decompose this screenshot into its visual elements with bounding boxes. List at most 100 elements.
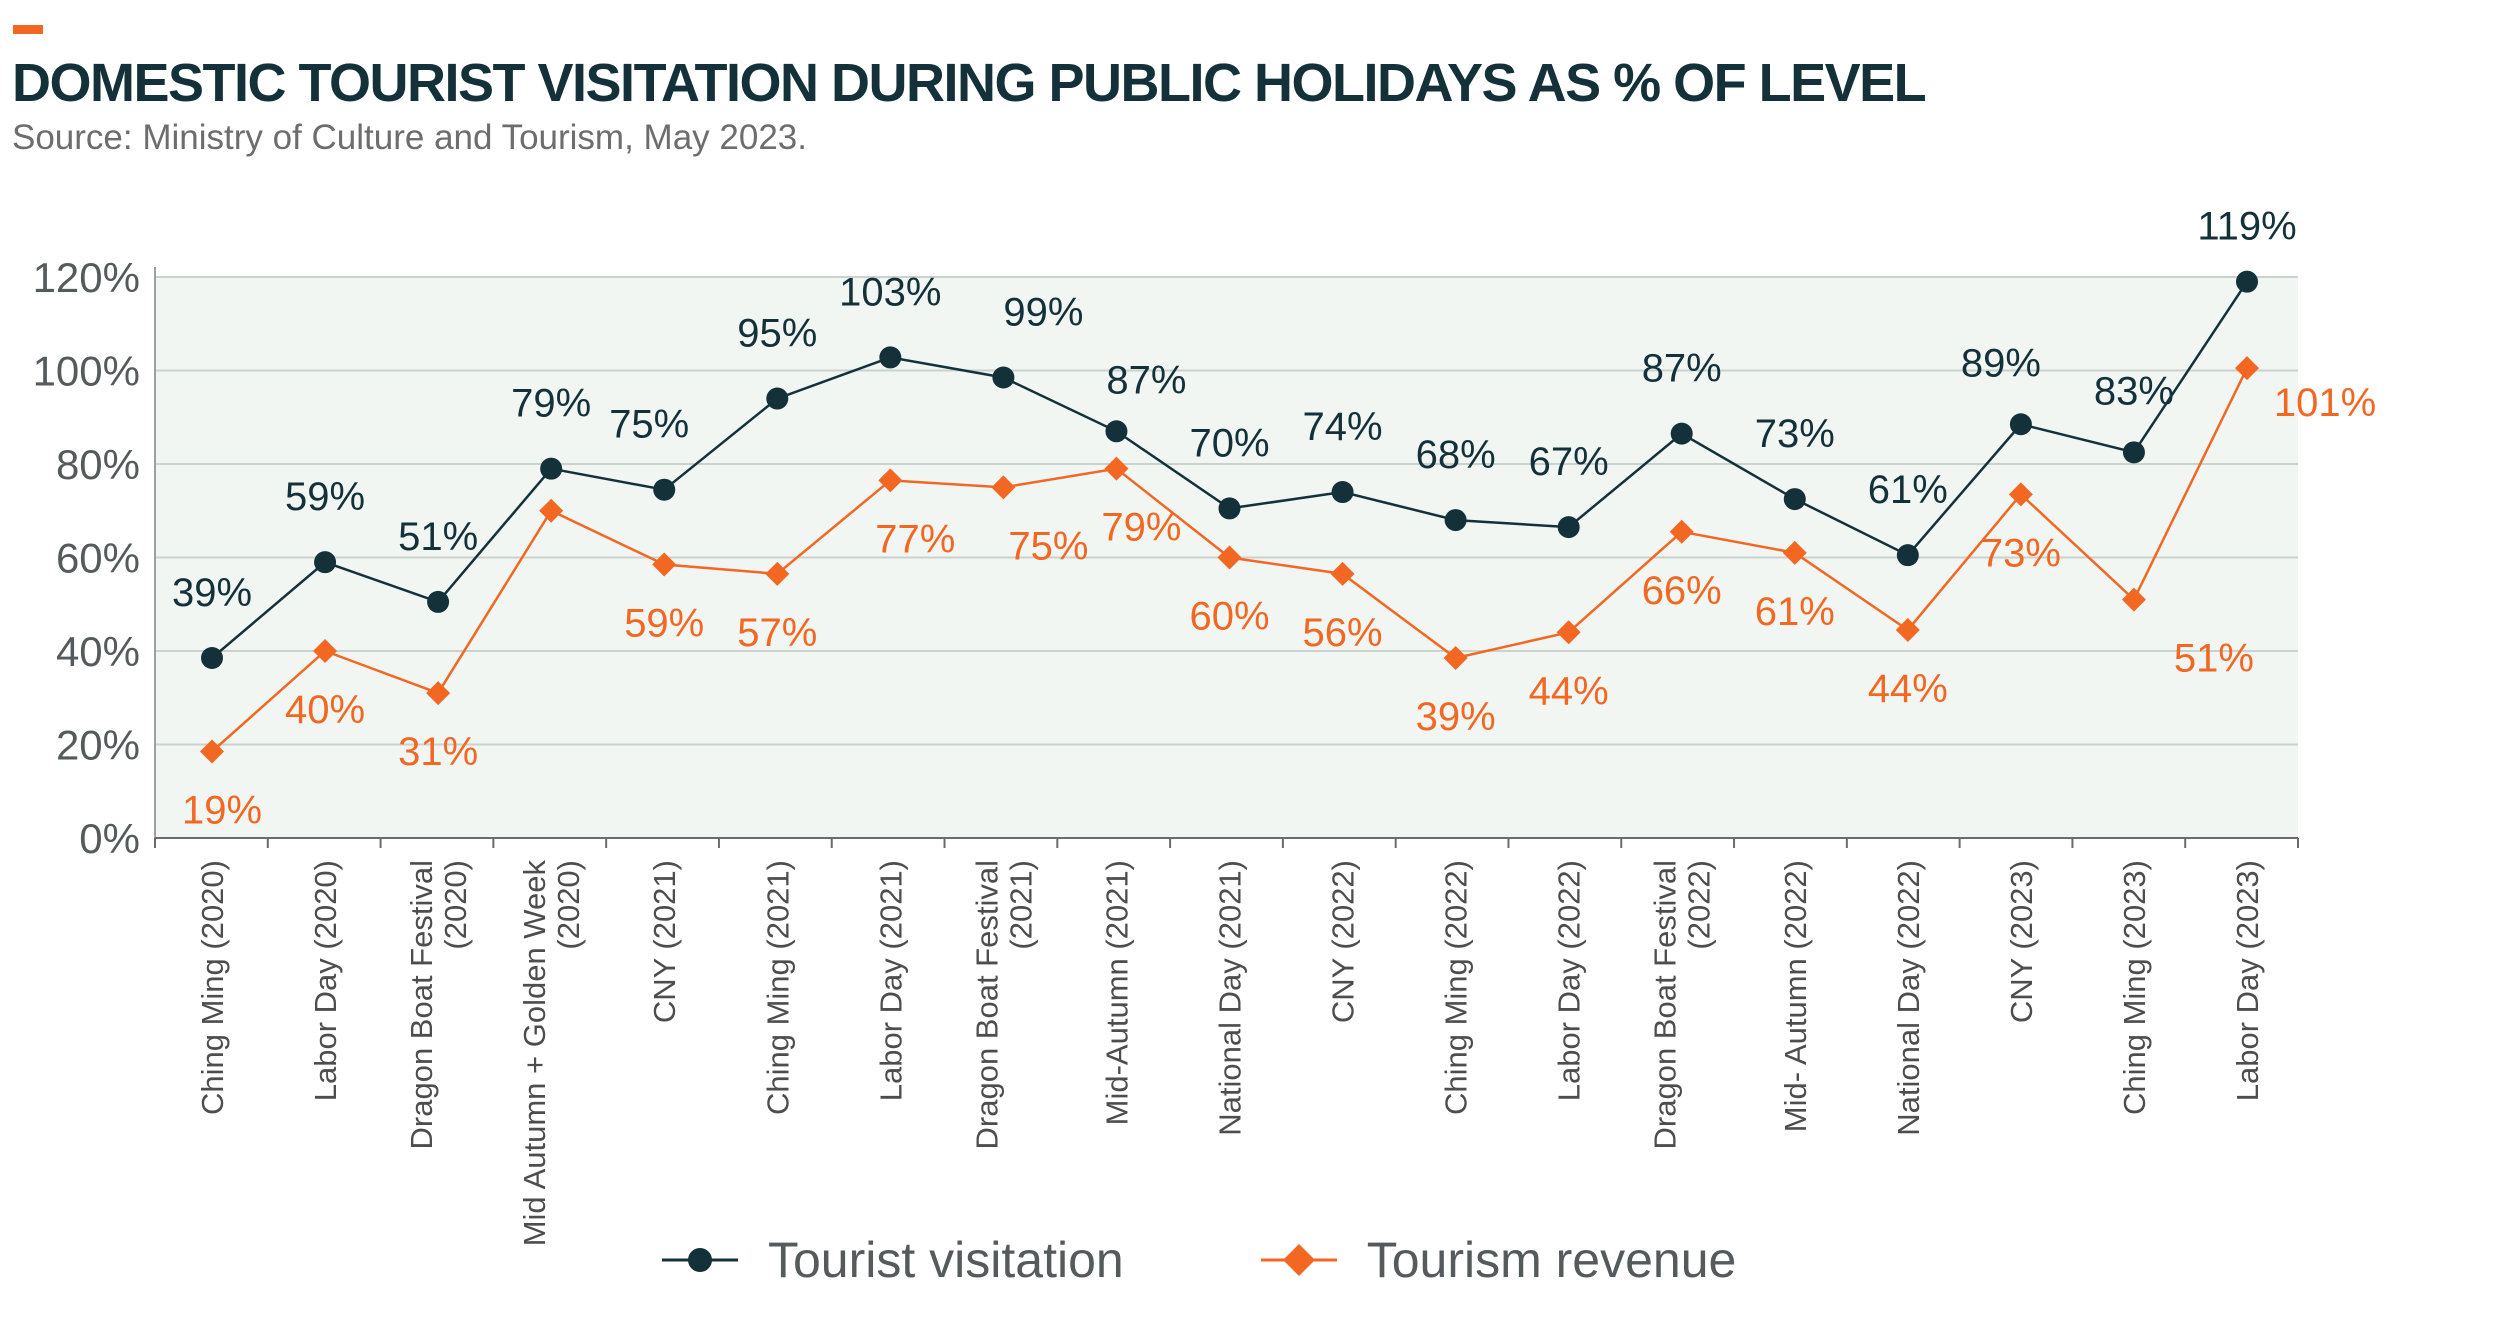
revenue-data-label: 101%: [2274, 381, 2376, 425]
revenue-data-label: 59%: [624, 602, 704, 646]
revenue-point: [1895, 617, 1920, 642]
visitation-data-label: 39%: [172, 571, 252, 615]
x-tick-label: Ching Ming (2021): [760, 860, 795, 1115]
legend-label-visitation: Tourist visitation: [768, 1232, 1124, 1288]
revenue-point: [2121, 587, 2146, 612]
x-tick-label: Mid-Autumn (2021): [1099, 860, 1134, 1125]
revenue-point: [539, 498, 564, 523]
revenue-point: [313, 639, 338, 663]
revenue-point: [1443, 646, 1468, 671]
revenue-point: [1669, 519, 1694, 544]
visitation-data-label: 89%: [1961, 341, 2041, 385]
visitation-data-label: 74%: [1303, 405, 1383, 449]
revenue-data-label: 44%: [1868, 667, 1948, 711]
visitation-point: [2122, 441, 2145, 464]
revenue-data-label: 19%: [182, 789, 262, 833]
revenue-data-label: 40%: [285, 688, 365, 732]
revenue-data-label: 66%: [1642, 569, 1722, 613]
visitation-data-label: 103%: [839, 270, 941, 314]
revenue-point: [2235, 356, 2259, 381]
visitation-data-label: 67%: [1529, 440, 1609, 484]
visitation-point: [540, 457, 563, 480]
x-tick-label: Mid- Autumn (2022): [1778, 860, 1813, 1132]
revenue-point: [1556, 620, 1581, 645]
y-tick-label: 0%: [79, 815, 140, 862]
x-tick-label: Dragon Boat Festival: [969, 860, 1004, 1149]
y-tick-label: 100%: [33, 348, 140, 395]
x-tick-label: National Day (2022): [1891, 860, 1926, 1136]
visitation-point: [1444, 509, 1467, 532]
revenue-data-label: 44%: [1529, 669, 1609, 713]
visitation-data-label: 70%: [1189, 421, 1269, 465]
revenue-point: [765, 561, 790, 586]
revenue-point: [878, 468, 903, 493]
revenue-point: [1104, 456, 1129, 481]
x-tick-label: Labor Day (2021): [873, 860, 908, 1101]
visitation-data-label: 61%: [1868, 468, 1948, 512]
visitation-data-label: 51%: [398, 515, 478, 559]
y-tick-label: 60%: [56, 535, 140, 582]
x-tick-label: (2020): [438, 860, 473, 950]
visitation-data-label: 95%: [737, 312, 817, 356]
visitation-point: [1218, 497, 1241, 520]
legend-label-revenue: Tourism revenue: [1366, 1232, 1737, 1288]
revenue-point: [1782, 540, 1807, 565]
visitation-data-label: 79%: [511, 382, 591, 426]
visitation-data-label: 68%: [1416, 433, 1496, 477]
visitation-point: [427, 590, 450, 613]
visitation-data-label: 59%: [285, 475, 365, 519]
revenue-point: [1217, 545, 1242, 570]
visitation-point: [1105, 420, 1128, 443]
revenue-point: [1330, 561, 1355, 586]
x-tick-label: Labor Day (2022): [1552, 860, 1587, 1101]
revenue-data-label: 56%: [1303, 611, 1383, 655]
x-tick-label: Dragon Boat Festival: [404, 860, 439, 1149]
revenue-data-label: 60%: [1189, 595, 1269, 639]
revenue-data-label: 61%: [1755, 590, 1835, 634]
revenue-data-label: 73%: [1981, 531, 2061, 575]
x-tick-label: Labor Day (2020): [308, 860, 343, 1101]
visitation-data-label: 87%: [1642, 347, 1722, 391]
x-tick-label: CNY (2023): [2004, 860, 2039, 1023]
visitation-point: [1557, 516, 1580, 539]
revenue-data-label: 57%: [737, 611, 817, 655]
x-tick-label: CNY (2022): [1326, 860, 1361, 1023]
revenue-data-label: 51%: [2174, 637, 2254, 681]
x-tick-label: Mid Autumn + Golden Week: [517, 860, 552, 1247]
x-tick-label: (2020): [551, 860, 586, 950]
legend-item-visitation: Tourist visitation: [660, 1231, 1124, 1289]
x-tick-label: CNY (2021): [647, 860, 682, 1023]
visitation-point: [2009, 413, 2032, 436]
visitation-point: [992, 366, 1015, 389]
revenue-data-label: 77%: [875, 517, 955, 561]
x-tick-label: (2022): [1682, 860, 1717, 950]
revenue-point: [991, 475, 1016, 500]
x-tick-label: Ching Ming (2020): [195, 860, 230, 1115]
visitation-point: [314, 551, 337, 574]
x-tick-label: Labor Day (2023): [2230, 860, 2265, 1101]
visitation-data-label: 75%: [609, 403, 689, 447]
visitation-point: [1896, 544, 1919, 567]
circle-marker-icon: [662, 1248, 738, 1272]
y-tick-label: 120%: [33, 254, 140, 301]
revenue-data-label: 75%: [1008, 524, 1088, 568]
legend-item-revenue: Tourism revenue: [1259, 1231, 1737, 1289]
revenue-point: [426, 681, 451, 706]
chart-legend: Tourist visitation Tourism revenue: [660, 1225, 1871, 1295]
chart-title: DOMESTIC TOURIST VISITATION DURING PUBLI…: [12, 53, 1927, 113]
revenue-data-label: 31%: [398, 730, 478, 774]
revenue-data-label: 79%: [1101, 506, 1181, 550]
x-tick-label: (2021): [1003, 860, 1038, 950]
visitation-point: [766, 387, 789, 410]
x-tick-label: Ching Ming (2022): [1439, 860, 1474, 1115]
visitation-data-label: 99%: [1003, 291, 1083, 335]
visitation-data-label: 73%: [1755, 412, 1835, 456]
visitation-point: [2236, 270, 2258, 293]
revenue-point: [200, 739, 224, 764]
title-accent-bar: [13, 25, 43, 34]
diamond-marker-icon: [1260, 1244, 1337, 1276]
visitation-data-label: 87%: [1106, 358, 1186, 402]
visitation-point: [879, 346, 902, 369]
y-tick-label: 40%: [56, 628, 140, 675]
